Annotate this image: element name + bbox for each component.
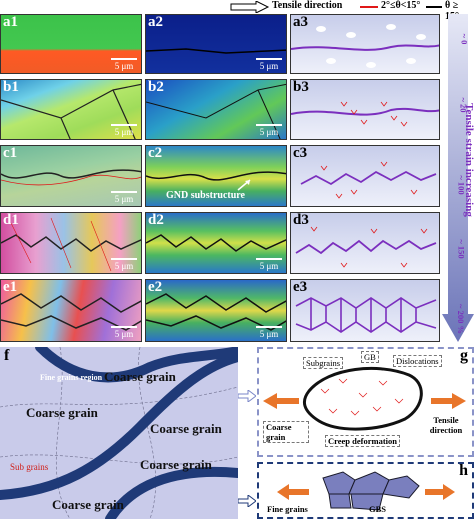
coarse-grain-5: Coarse grain [52,497,124,512]
fine-grains-label: Fine grains [267,504,308,514]
tensile-direction-label-g: Tensile direction [429,415,463,435]
panel-a1: a1 5 μm [0,14,142,74]
coarse-grain-2: Coarse grain [26,405,98,420]
panel-label: c1 [3,145,18,161]
panel-f-label: f [4,347,10,364]
panel-e2: e2 5 μm [145,279,287,342]
panel-b1: b1 5 μm [0,79,142,140]
coarse-grain-1: Coarse grain [104,369,176,384]
panel-label: e3 [293,279,308,295]
panel-label: a1 [3,14,18,30]
scale-bar: 5 μm [111,124,137,137]
panel-h-label: h [459,462,468,479]
panel-b3: b3 [290,79,440,140]
strain-200: ~ 200 % [455,304,466,334]
panel-c2: c2 GND substructure [145,145,287,207]
panel-c1: c1 5 μm [0,145,142,207]
scale-bar: 5 μm [256,326,282,339]
panel-d2: d2 5 μm [145,212,287,274]
sub-grains-label: Sub grains [10,462,49,472]
panel-label: d1 [3,212,19,228]
panel-e3: e3 [290,279,440,342]
panel-label: c2 [148,145,163,161]
strain-0: ~ 0 [459,33,470,45]
coarse-grain-label-g: Coarse grain [263,421,309,443]
gbs-label: GBS [369,504,387,514]
panel-d3: d3 [290,212,440,274]
coarse-grain-4: Coarse grain [140,457,212,472]
arrow-to-g-icon [238,390,256,402]
panel-label: b1 [3,79,19,95]
high-angle-line-icon [426,6,442,8]
panel-a2: a2 5 μm [145,14,287,74]
fine-region-label: Fine grains region [40,373,103,382]
dislocations-label: Dislocations [393,355,442,367]
gnd-substructure-label: GND substructure [166,190,245,201]
low-angle-label: 2°≤θ<15° [381,0,421,11]
scale-bar: 5 μm [256,258,282,271]
scale-bar: 5 μm [256,58,282,71]
panel-d1: d1 5 μm [0,212,142,274]
strain-arrow-icon [442,14,474,342]
panel-e1: e1 5 μm [0,279,142,342]
strain-axis-title: Tensile strain increasing [462,103,474,217]
panel-a3: a3 [290,14,440,74]
arrow-to-h-icon [238,495,256,507]
creep-deformation-label: Creep deformation [325,435,401,447]
panel-label: a3 [293,14,308,30]
scale-bar: 5 μm [111,191,137,204]
coarse-grain-3: Coarse grain [150,421,222,436]
panel-h: h Fine grains GBS [257,462,474,519]
panel-label: c3 [293,145,308,161]
panel-label: b3 [293,79,309,95]
scale-bar: 5 μm [111,258,137,271]
panel-label: e2 [148,279,163,295]
scale-bar: 5 μm [256,124,282,137]
low-angle-line-icon [360,6,378,8]
tensile-direction-label: Tensile direction [272,0,343,11]
legend-bar: Tensile direction 2°≤θ<15° θ ≥ 15° [230,0,474,22]
panel-label: d3 [293,212,309,228]
gb-label: GB [361,351,379,363]
scale-bar: 5 μm [111,326,137,339]
arrow-right-icon [230,1,270,13]
panel-c3: c3 [290,145,440,207]
panel-label: a2 [148,14,163,30]
scale-bar: 5 μm [111,58,137,71]
panel-g: g Subgrains GB Dislocations Tensile dire… [257,347,474,457]
panel-b2: b2 5 μm [145,79,287,140]
panel-f: f Coarse grain Coarse grain Coarse grain… [0,347,238,519]
panel-label: b2 [148,79,164,95]
panel-label: e1 [3,279,18,295]
strain-axis: ~ 0 ~ 20 Tensile strain increasing ~ 100… [442,14,474,342]
strain-150: ~ 150 [456,239,467,259]
panel-label: d2 [148,212,164,228]
subgrains-label: Subgrains [303,357,343,369]
panel-g-label: g [460,347,468,364]
strain-100: ~ 100 [456,175,467,195]
